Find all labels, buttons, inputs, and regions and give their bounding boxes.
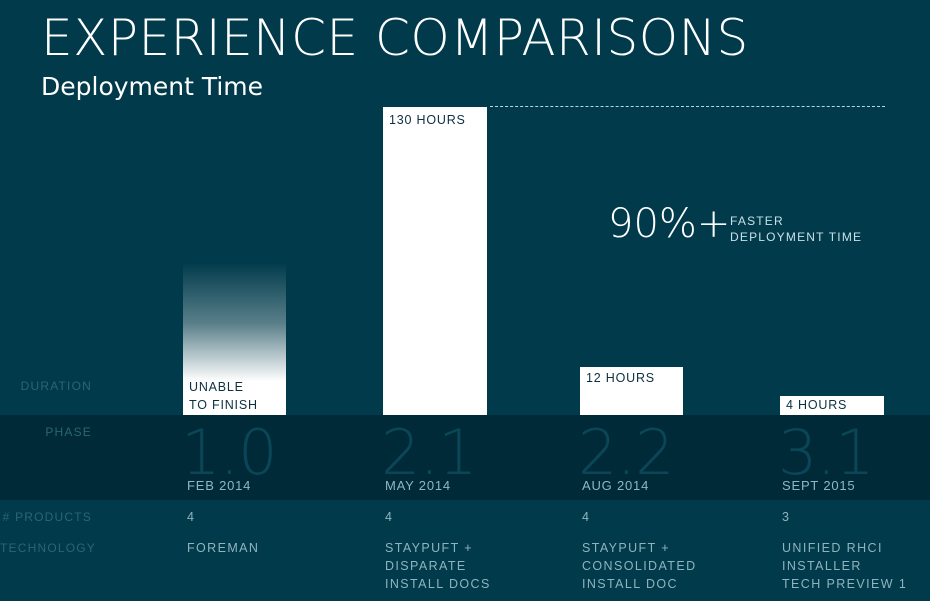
products-count: 4 — [582, 510, 591, 524]
phase-band — [0, 415, 930, 500]
callout-text: FASTER DEPLOYMENT TIME — [730, 213, 862, 245]
bar-phase-1-0: UNABLE TO FINISH — [183, 262, 286, 415]
phase-date: MAY 2014 — [385, 478, 451, 493]
phase-number: 1.0 — [181, 416, 278, 489]
technology-cell: STAYPUFT + DISPARATE INSTALL DOCS — [385, 541, 491, 591]
products-count: 3 — [782, 510, 791, 524]
products-count: 4 — [385, 510, 394, 524]
bar-label: 130 HOURS — [389, 113, 466, 127]
phase-date: FEB 2014 — [187, 478, 252, 493]
technology-cell: UNIFIED RHCI INSTALLER TECH PREVIEW 1 — [782, 541, 908, 591]
bar-phase-3-1: 4 HOURS — [780, 396, 884, 415]
phase-number: 2.2 — [578, 416, 675, 489]
phase-number: 3.1 — [778, 416, 875, 489]
row-label-duration: DURATION — [20, 379, 92, 393]
phase-date: SEPT 2015 — [782, 478, 856, 493]
bar-label: 12 HOURS — [586, 371, 655, 385]
technology-cell: STAYPUFT + CONSOLIDATED INSTALL DOC — [582, 541, 697, 591]
technology-cell: FOREMAN — [187, 541, 260, 555]
row-label-products: # PRODUCTS — [2, 510, 92, 524]
page-subtitle: Deployment Time — [41, 72, 264, 101]
products-count: 4 — [187, 510, 196, 524]
callout-line-2: DEPLOYMENT TIME — [730, 230, 863, 244]
bar-label: 4 HOURS — [786, 398, 848, 412]
bar-label: UNABLE TO FINISH — [189, 380, 258, 412]
phase-date: AUG 2014 — [582, 478, 650, 493]
bar-phase-2-2: 12 HOURS — [580, 367, 683, 415]
row-label-technology: TECHNOLOGY — [0, 541, 97, 555]
bar-phase-2-1: 130 HOURS — [383, 107, 487, 415]
reference-dashed-line — [490, 106, 885, 107]
callout-line-1: FASTER — [730, 214, 784, 228]
row-label-phase: PHASE — [45, 425, 92, 439]
page-title: EXPERIENCE COMPARISONS — [41, 9, 749, 67]
phase-number: 2.1 — [381, 416, 478, 489]
callout-value: 90%+ — [608, 201, 731, 247]
